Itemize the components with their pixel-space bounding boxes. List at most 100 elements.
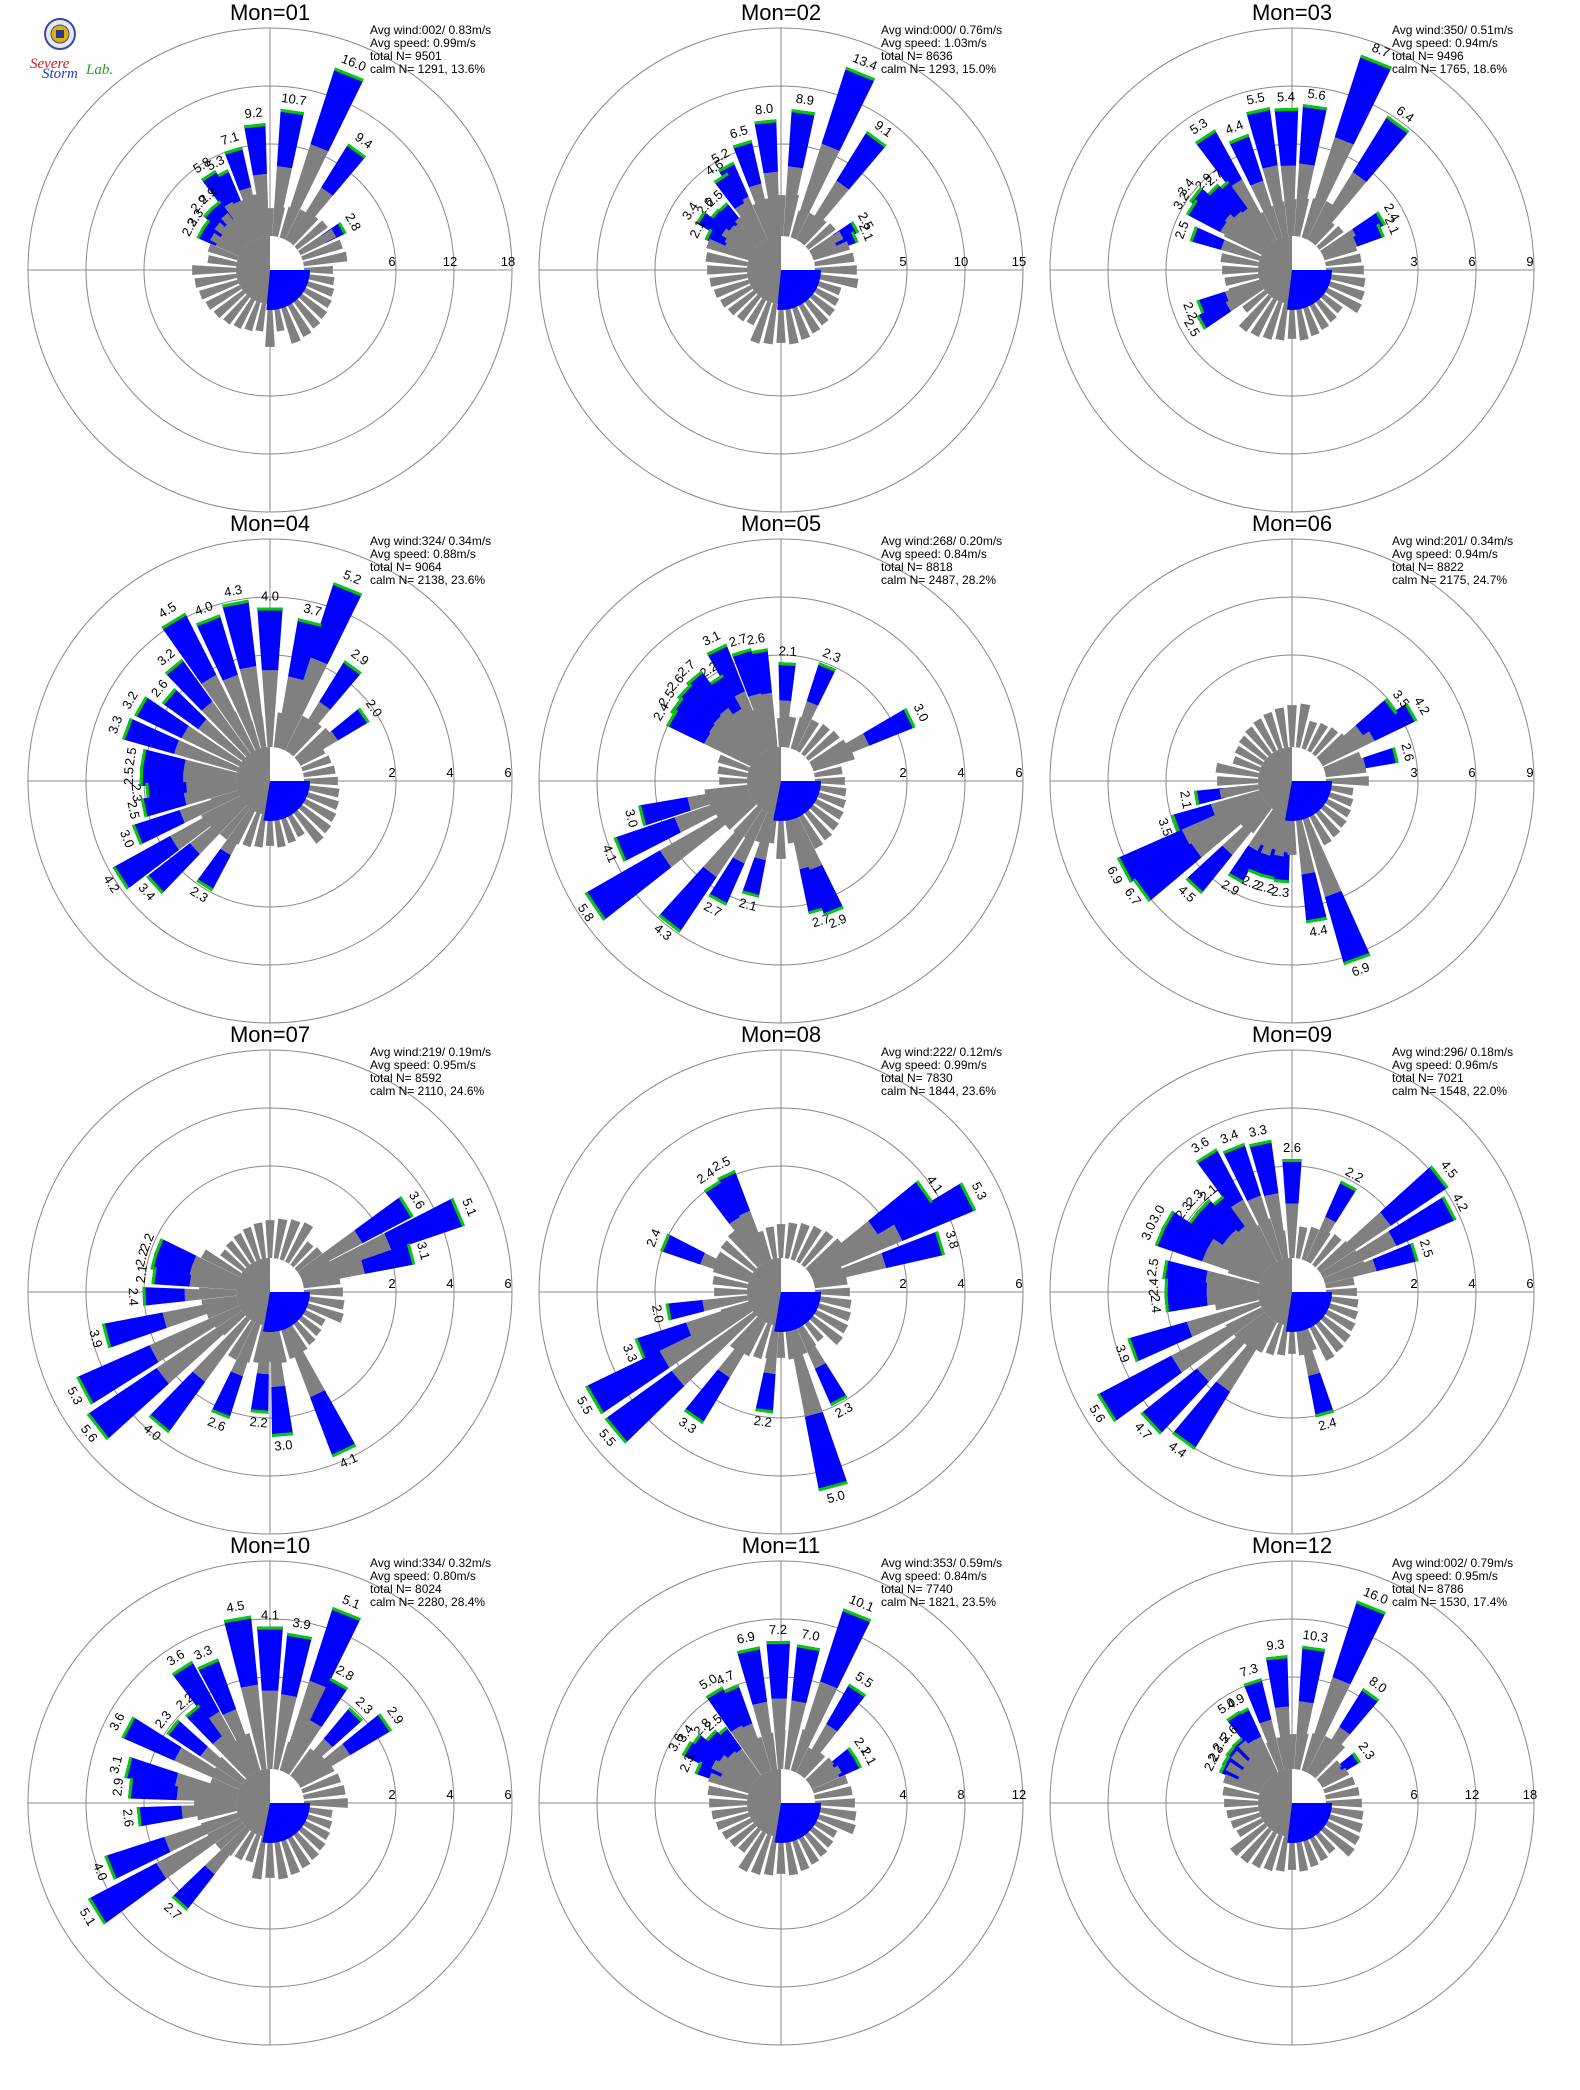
minor-bar bbox=[1256, 211, 1277, 242]
minor-bar bbox=[814, 1276, 848, 1289]
bar-segment-green bbox=[1185, 877, 1204, 895]
bar-segment-green bbox=[1196, 314, 1207, 330]
minor-bar bbox=[298, 1763, 335, 1788]
bar-segment-blue bbox=[331, 707, 370, 741]
minor-bar bbox=[790, 210, 806, 239]
minor-bar bbox=[303, 784, 340, 798]
minor-bar bbox=[784, 1836, 799, 1876]
calm-blue-sector bbox=[1285, 781, 1332, 821]
bar-segment-green bbox=[86, 1412, 109, 1441]
minor-bar bbox=[213, 290, 246, 319]
minor-bar bbox=[1251, 1831, 1277, 1869]
bar-segment-green bbox=[704, 228, 713, 241]
bar-value-label: 2.9 bbox=[384, 1703, 407, 1726]
bar-segment-green bbox=[695, 211, 706, 225]
bar-segment-green bbox=[1247, 868, 1263, 877]
bar-value-label: 8.9 bbox=[795, 91, 815, 108]
minor-bar bbox=[303, 1287, 343, 1297]
minor-bar bbox=[1295, 1226, 1308, 1259]
bar-segment-green bbox=[604, 1417, 628, 1444]
minor-bar bbox=[719, 1312, 757, 1345]
minor-bar bbox=[727, 1230, 761, 1268]
panel-title: Mon=06 bbox=[1252, 511, 1332, 536]
bar-value-label: 2.3 bbox=[821, 645, 843, 666]
minor-bar bbox=[1320, 285, 1362, 314]
bar-segment-blue bbox=[1301, 872, 1328, 924]
minor-bar bbox=[209, 1777, 239, 1794]
minor-bar bbox=[1325, 1287, 1357, 1297]
bar-segment-gray bbox=[218, 232, 244, 253]
bar-segment-blue bbox=[1363, 747, 1399, 769]
minor-bar bbox=[1240, 1827, 1272, 1864]
minor-bar bbox=[210, 790, 239, 806]
bar-segment-blue bbox=[1298, 1645, 1326, 1704]
panel-title: Mon=02 bbox=[741, 0, 821, 25]
calm-blank-quadrant bbox=[781, 1258, 815, 1292]
bar-segment-blue bbox=[755, 1372, 776, 1414]
minor-bar bbox=[265, 1726, 275, 1770]
bar-segment-green bbox=[585, 1385, 604, 1415]
bar-segment-green bbox=[660, 1233, 671, 1252]
bar-value-label: 2.1 bbox=[133, 1264, 150, 1284]
bar-segment-gray bbox=[787, 1324, 823, 1417]
bar-value-label: 5.0 bbox=[825, 1487, 846, 1506]
bar-value-label: 2.2 bbox=[1240, 872, 1262, 893]
minor-bar bbox=[1234, 285, 1264, 306]
minor-bar bbox=[814, 1287, 850, 1297]
bar-segment-green bbox=[707, 674, 724, 687]
minor-bar bbox=[750, 708, 772, 750]
bar-segment-gray bbox=[1227, 1229, 1270, 1271]
bar-segment-green bbox=[1375, 211, 1386, 226]
wind-rose-panel: 2 4 65.22.93.74.04.34.04.53.22.63.23.32.52… bbox=[27, 511, 513, 1024]
minor-bar bbox=[303, 1798, 348, 1808]
minor-bar bbox=[712, 1263, 750, 1283]
minor-bar bbox=[200, 1812, 239, 1832]
stats-line: Avg wind:219/ 0.19m/s bbox=[370, 1045, 491, 1059]
bar-value-label: 2.9 bbox=[348, 646, 371, 669]
bar-value-label: 2.3 bbox=[1271, 883, 1291, 900]
bar-value-label: 4.0 bbox=[90, 1860, 111, 1882]
minor-bar bbox=[1238, 294, 1272, 332]
minor-bar bbox=[809, 1765, 842, 1788]
bar-segment-green bbox=[331, 1443, 357, 1458]
bar-value-label: 4.0 bbox=[261, 588, 279, 603]
bar-segment-blue bbox=[721, 1684, 753, 1729]
bar-value-label: 9.3 bbox=[1266, 1637, 1286, 1654]
bar-segment-green bbox=[850, 221, 860, 234]
minor-bar bbox=[279, 712, 299, 750]
bar-segment-blue bbox=[1097, 1355, 1182, 1423]
minor-bar bbox=[1312, 294, 1337, 323]
minor-bar bbox=[777, 718, 785, 748]
minor-bar bbox=[1265, 1323, 1283, 1356]
ring-label: 12 bbox=[1012, 1787, 1026, 1802]
minor-bar bbox=[814, 1806, 857, 1821]
bar-segment-blue bbox=[670, 696, 715, 736]
minor-bar bbox=[1219, 784, 1259, 799]
calm-blue-sector bbox=[774, 1292, 821, 1332]
bar-segment-gray bbox=[1309, 172, 1367, 245]
minor-bar bbox=[285, 1743, 307, 1775]
minor-bar bbox=[239, 198, 261, 239]
bar-segment-blue bbox=[1164, 1293, 1208, 1313]
bar-segment-gray bbox=[797, 1723, 838, 1777]
bar-segment-green bbox=[717, 202, 729, 213]
bar-segment-blue bbox=[814, 1362, 848, 1407]
minor-bar bbox=[224, 1827, 250, 1857]
minor-bar bbox=[1312, 1741, 1346, 1779]
minor-bar bbox=[1295, 303, 1309, 341]
minor-bar bbox=[1238, 1740, 1272, 1779]
bar-segment-blue bbox=[638, 797, 691, 827]
bar-segment-green bbox=[1194, 129, 1217, 145]
bar-value-label: 2.5 bbox=[710, 1153, 733, 1174]
minor-bar bbox=[1214, 1295, 1259, 1311]
ring-label: 2 bbox=[899, 765, 906, 780]
minor-bar bbox=[254, 814, 267, 848]
bar-segment-blue bbox=[140, 748, 186, 773]
bar-segment-green bbox=[406, 1243, 416, 1265]
calm-blank-quadrant bbox=[270, 1258, 304, 1292]
minor-bar bbox=[1274, 814, 1289, 857]
minor-bar bbox=[1243, 1316, 1272, 1349]
bar-segment-gray bbox=[717, 1318, 764, 1378]
minor-bar bbox=[1295, 703, 1311, 748]
panel-title: Mon=12 bbox=[1252, 1533, 1332, 1558]
